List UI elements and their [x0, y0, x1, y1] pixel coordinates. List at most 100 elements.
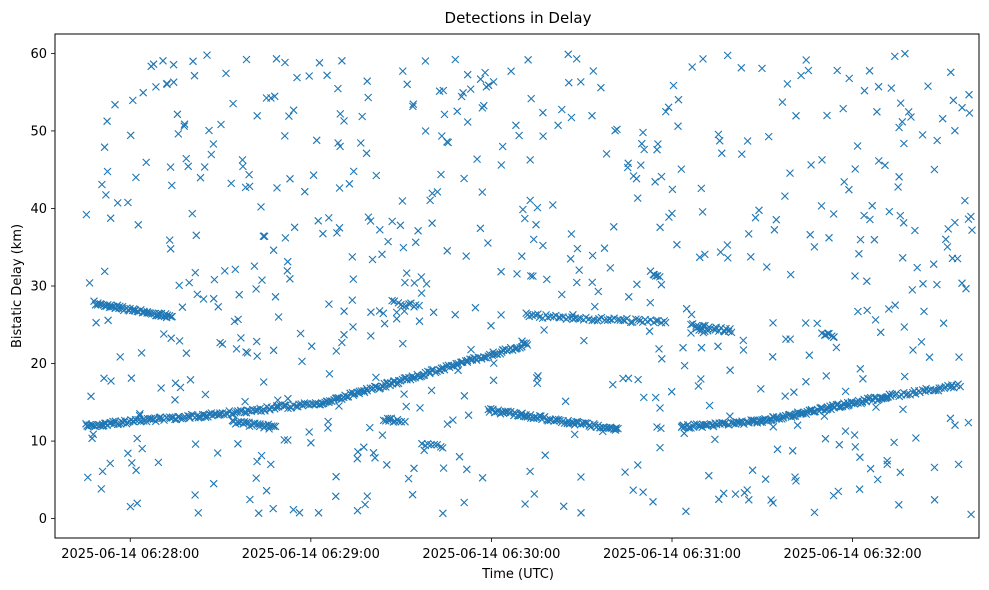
data-point	[498, 142, 507, 151]
data-point	[956, 382, 965, 391]
data-point	[231, 265, 240, 274]
data-point	[758, 64, 766, 73]
data-point	[435, 87, 444, 96]
data-point	[325, 370, 334, 378]
data-point	[862, 277, 871, 286]
data-point	[931, 386, 940, 395]
data-point	[232, 345, 241, 353]
data-point	[513, 270, 521, 278]
data-point	[557, 290, 566, 299]
data-point	[913, 263, 922, 272]
data-point	[572, 278, 581, 287]
data-point	[324, 214, 333, 222]
data-point	[185, 278, 194, 287]
data-point	[613, 125, 621, 134]
data-point	[566, 254, 575, 263]
data-point	[865, 66, 874, 75]
data-point	[896, 211, 905, 220]
data-point	[632, 315, 640, 324]
data-point	[526, 272, 535, 280]
data-point	[274, 313, 283, 321]
data-point	[769, 422, 778, 431]
data-point	[870, 235, 879, 244]
y-axis-label: Bistatic Delay (km)	[10, 224, 25, 348]
data-point	[243, 349, 252, 357]
data-point	[539, 132, 547, 140]
data-point	[570, 430, 579, 439]
data-point	[567, 113, 576, 122]
data-point	[493, 350, 502, 358]
data-point	[205, 126, 213, 135]
data-point	[83, 473, 92, 482]
data-point	[167, 334, 176, 343]
data-point	[436, 443, 445, 451]
data-point	[810, 508, 819, 517]
data-point	[333, 394, 341, 402]
data-point	[943, 243, 952, 251]
data-point	[737, 150, 746, 158]
data-point	[199, 295, 208, 303]
data-point	[900, 139, 908, 148]
data-point	[203, 51, 211, 59]
data-point	[323, 71, 331, 80]
data-point	[717, 149, 726, 158]
y-tick-label: 60	[30, 47, 47, 62]
data-point	[699, 55, 707, 63]
data-point	[338, 338, 346, 347]
data-point	[484, 239, 492, 247]
data-point	[930, 495, 939, 504]
data-point	[805, 351, 814, 360]
data-point	[281, 58, 289, 67]
data-point	[267, 94, 275, 102]
data-point	[901, 49, 909, 58]
data-point	[853, 142, 862, 150]
data-point	[421, 57, 430, 65]
data-point	[770, 225, 779, 234]
data-point	[958, 103, 966, 112]
data-point	[561, 397, 570, 406]
data-point	[657, 354, 666, 363]
data-point	[930, 165, 939, 174]
data-point	[781, 392, 790, 400]
data-point	[147, 62, 156, 71]
data-point	[358, 112, 367, 121]
data-point	[390, 297, 399, 306]
data-point	[324, 417, 333, 426]
data-point	[825, 233, 833, 242]
data-point	[557, 105, 566, 114]
data-point	[106, 459, 115, 468]
data-point	[700, 327, 709, 336]
data-point	[372, 373, 380, 382]
data-point	[522, 339, 531, 348]
data-point	[572, 418, 580, 426]
data-point	[388, 217, 397, 226]
data-point	[531, 311, 540, 319]
data-point	[106, 214, 115, 223]
data-point	[259, 378, 268, 386]
data-point	[245, 170, 253, 179]
data-point	[132, 466, 140, 475]
data-point	[731, 490, 740, 498]
data-point	[723, 254, 732, 262]
data-point	[362, 149, 371, 158]
data-point	[378, 250, 386, 259]
data-point	[189, 57, 197, 66]
data-point	[679, 343, 687, 352]
data-point	[315, 58, 324, 67]
data-point	[457, 92, 466, 101]
data-point	[201, 413, 210, 422]
data-point	[433, 188, 442, 196]
data-point	[639, 393, 648, 402]
x-axis: 2025-06-14 06:28:00 2025-06-14 06:29:00 20…	[61, 538, 922, 562]
data-point	[783, 80, 792, 88]
data-point	[335, 223, 344, 232]
data-point	[634, 375, 642, 384]
data-point	[682, 507, 690, 516]
data-point	[154, 458, 163, 467]
data-point	[273, 184, 281, 192]
data-point	[142, 158, 151, 167]
data-point	[257, 451, 266, 460]
data-point	[751, 213, 760, 222]
data-point	[371, 453, 379, 462]
data-point	[365, 423, 374, 432]
